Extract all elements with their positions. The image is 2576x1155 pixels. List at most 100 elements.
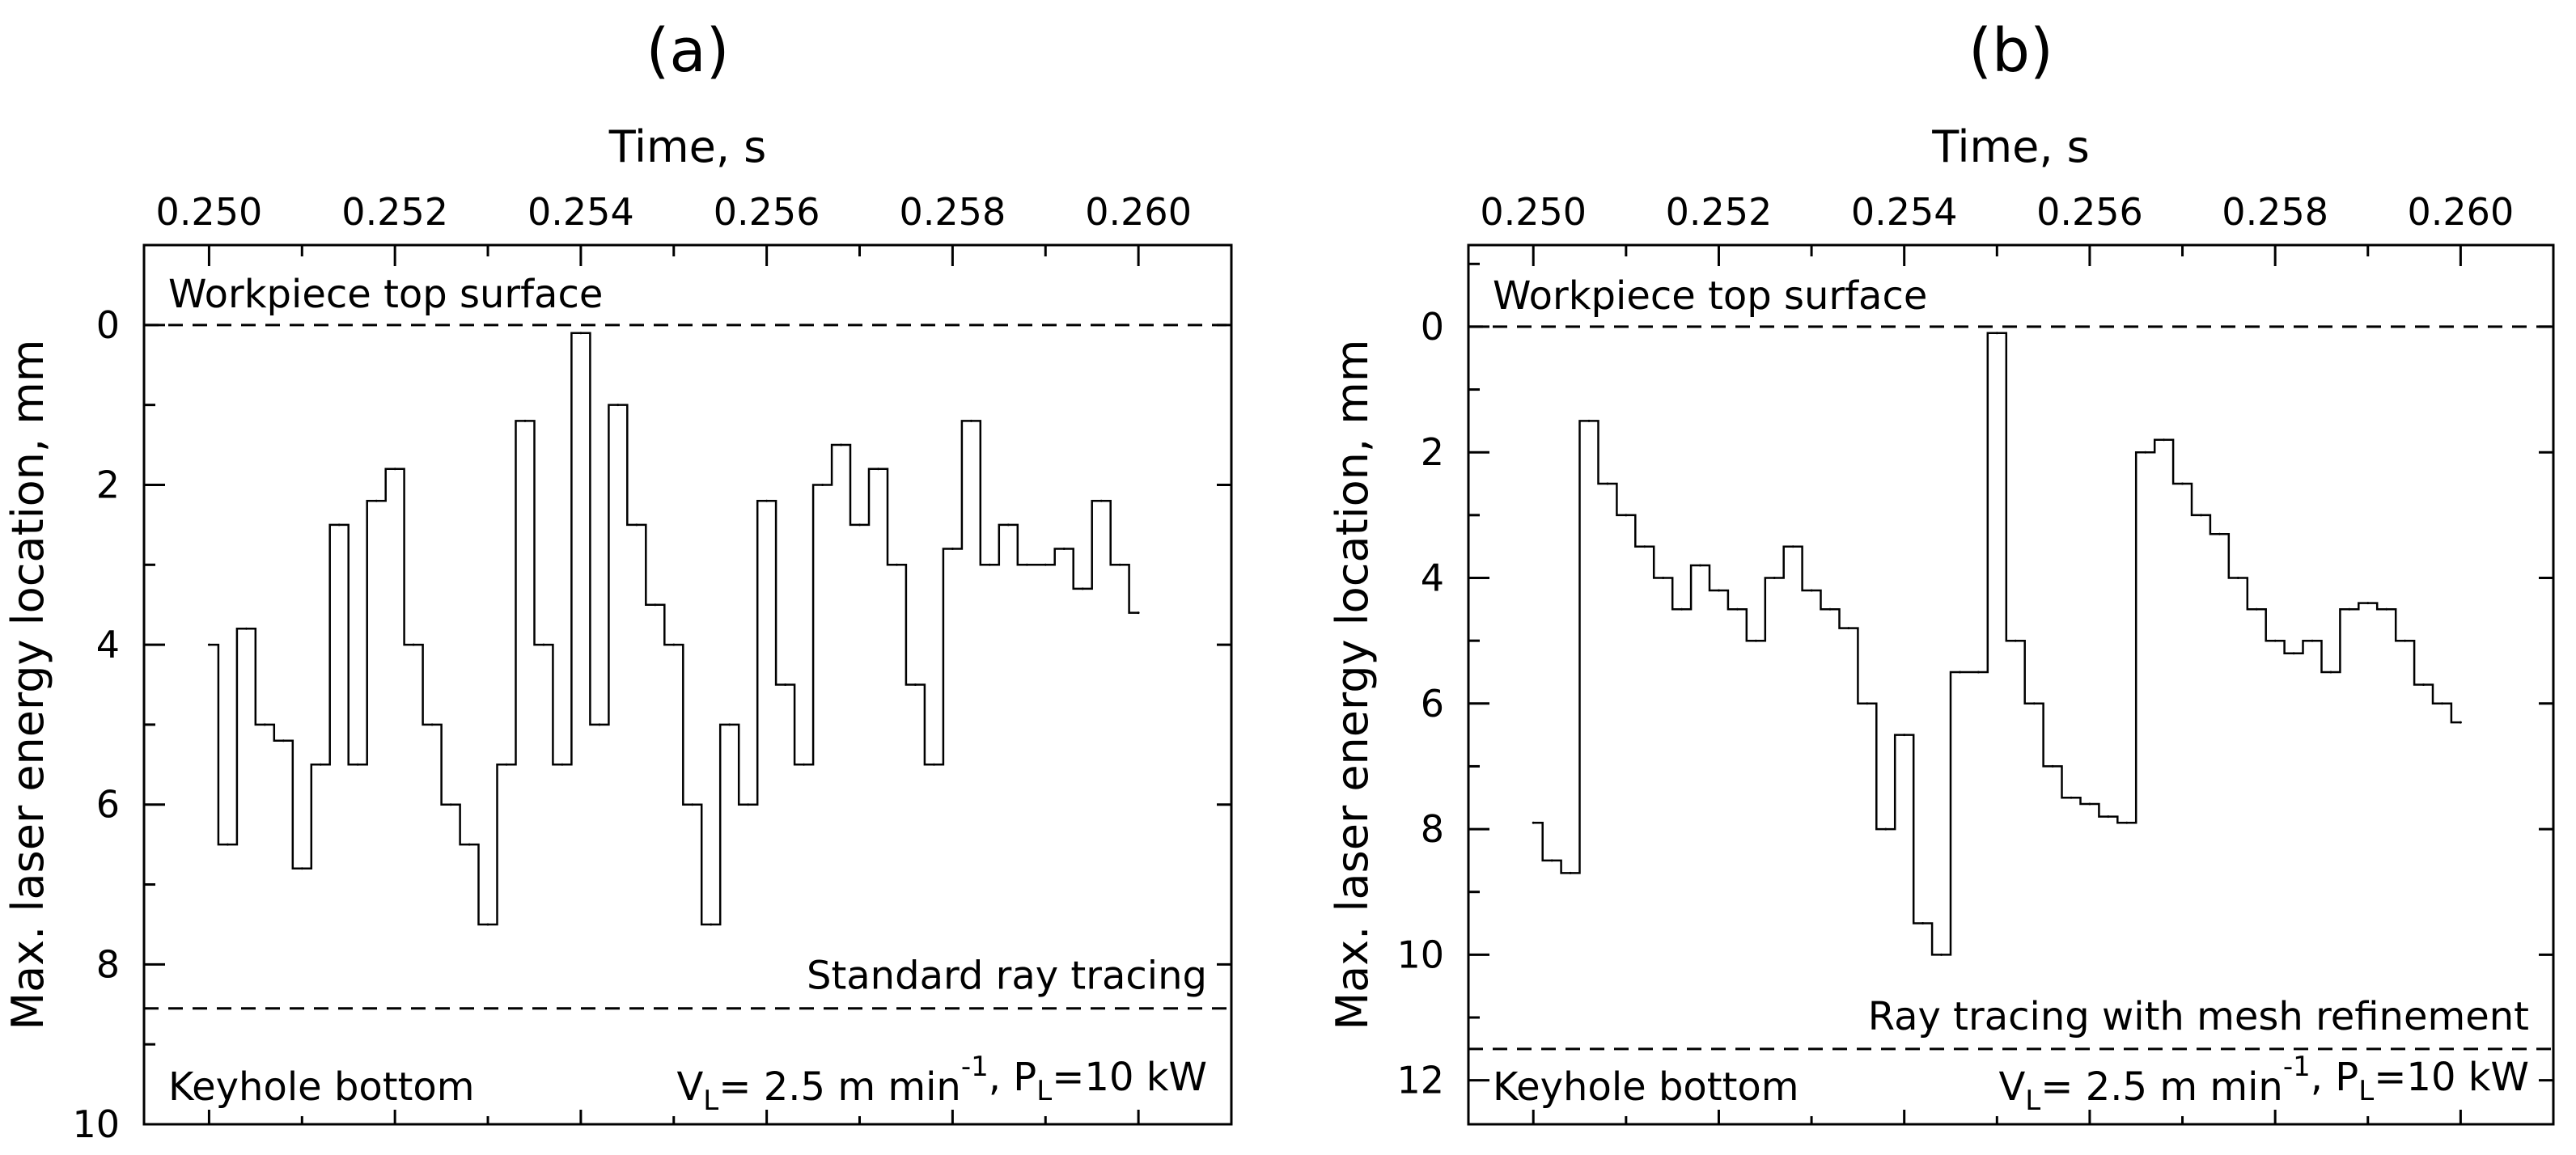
x-tick-label: 0.260 bbox=[1085, 190, 1192, 234]
data-point bbox=[710, 923, 713, 926]
data-point bbox=[1995, 332, 1998, 335]
data-point bbox=[2441, 702, 2443, 705]
y-tick-label: 10 bbox=[1396, 933, 1444, 976]
data-point bbox=[691, 803, 694, 806]
data-point bbox=[803, 763, 806, 766]
y-tick-label: 6 bbox=[1421, 682, 1444, 726]
data-point bbox=[1791, 545, 1794, 548]
data-point bbox=[2385, 607, 2388, 611]
data-point bbox=[2348, 607, 2351, 611]
data-point bbox=[1137, 611, 1140, 615]
data-point bbox=[207, 643, 210, 646]
y-tick-label: 0 bbox=[1421, 305, 1444, 349]
param-part: P bbox=[2335, 1055, 2358, 1100]
data-point bbox=[2329, 671, 2332, 674]
param-part: L bbox=[2358, 1075, 2374, 1107]
data-point bbox=[1773, 577, 1776, 579]
y-axis-title: Max. laser energy location, mm bbox=[2, 340, 53, 1030]
data-point bbox=[932, 763, 935, 766]
param-part: =10 kW bbox=[1052, 1055, 1207, 1100]
y-tick-label: 4 bbox=[96, 623, 120, 666]
x-tick-label: 0.256 bbox=[2036, 190, 2143, 234]
y-tick-label: 2 bbox=[1421, 430, 1444, 474]
data-point bbox=[2125, 821, 2129, 824]
data-point bbox=[2459, 721, 2462, 724]
x-tick-label: 0.258 bbox=[2222, 190, 2328, 234]
data-point bbox=[896, 563, 898, 566]
workpiece-top-label: Workpiece top surface bbox=[168, 272, 603, 317]
x-tick-label: 0.252 bbox=[341, 190, 448, 234]
param-part: =10 kW bbox=[2374, 1055, 2529, 1100]
y-tick-label: 12 bbox=[1396, 1059, 1444, 1102]
data-point bbox=[1643, 545, 1646, 548]
panel-label: (a) bbox=[646, 16, 729, 86]
data-point bbox=[765, 499, 769, 502]
data-point bbox=[1662, 577, 1665, 579]
data-point bbox=[654, 603, 657, 607]
data-point bbox=[2255, 607, 2258, 611]
param-part: = 2.5 m min bbox=[2040, 1064, 2283, 1110]
data-point bbox=[2181, 482, 2184, 485]
param-part: L bbox=[703, 1085, 718, 1117]
data-point bbox=[951, 548, 954, 550]
x-tick-label: 0.256 bbox=[714, 190, 820, 234]
method-label: Ray tracing with mesh refinement bbox=[1868, 994, 2529, 1039]
data-point bbox=[747, 803, 750, 806]
data-point bbox=[542, 643, 545, 646]
data-point bbox=[505, 763, 508, 766]
x-tick-label: 0.254 bbox=[527, 190, 634, 234]
param-part: -1 bbox=[961, 1051, 989, 1083]
data-point bbox=[468, 843, 471, 846]
data-point bbox=[393, 468, 396, 471]
data-point bbox=[337, 523, 341, 527]
x-tick-label: 0.258 bbox=[900, 190, 1006, 234]
data-point bbox=[1118, 563, 1121, 566]
data-point bbox=[282, 739, 285, 742]
data-point bbox=[561, 763, 564, 766]
keyhole-bottom-label: Keyhole bottom bbox=[168, 1064, 475, 1110]
param-part: P bbox=[1013, 1055, 1036, 1100]
x-tick-label: 0.260 bbox=[2408, 190, 2515, 234]
method-label: Standard ray tracing bbox=[807, 954, 1207, 999]
x-axis-title: Time, s bbox=[608, 121, 767, 172]
data-point bbox=[319, 763, 322, 766]
data-point bbox=[1866, 702, 1869, 705]
data-point bbox=[2273, 639, 2277, 642]
data-point bbox=[412, 643, 415, 646]
data-point bbox=[263, 723, 266, 726]
y-tick-label: 4 bbox=[1421, 556, 1444, 600]
y-tick-label: 10 bbox=[72, 1102, 120, 1146]
data-point bbox=[2366, 602, 2370, 605]
data-point bbox=[1569, 871, 1572, 874]
y-tick-label: 8 bbox=[1421, 807, 1444, 851]
data-point bbox=[635, 523, 638, 527]
data-point bbox=[858, 523, 861, 527]
data-point bbox=[2051, 764, 2054, 768]
panel-a: (a) Time, s 0.250 0.252 0.254 0.256 0.258 0.260… bbox=[2, 16, 1233, 1146]
data-point bbox=[2404, 639, 2407, 642]
data-point bbox=[1884, 827, 1888, 831]
data-point bbox=[1754, 639, 1757, 642]
data-point bbox=[430, 723, 434, 726]
data-point bbox=[616, 404, 620, 407]
data-point bbox=[969, 419, 972, 422]
data-point bbox=[1976, 671, 1980, 674]
data-point bbox=[2200, 514, 2202, 517]
data-point bbox=[1959, 671, 1961, 674]
data-point bbox=[486, 923, 489, 926]
data-point bbox=[244, 627, 248, 630]
data-point bbox=[300, 867, 303, 870]
x-axis-title: Time, s bbox=[1931, 121, 2090, 172]
data-point bbox=[2144, 451, 2147, 454]
data-point bbox=[1847, 627, 1850, 630]
y-axis-title: Max. laser energy location, mm bbox=[1327, 340, 1378, 1030]
data-point bbox=[2236, 577, 2239, 579]
data-point bbox=[913, 683, 917, 686]
data-point bbox=[1735, 607, 1739, 611]
keyhole-bottom-label: Keyhole bottom bbox=[1493, 1064, 1799, 1110]
data-point bbox=[2163, 438, 2166, 442]
param-part: , bbox=[2311, 1055, 2336, 1100]
data-point bbox=[579, 332, 583, 335]
data-point bbox=[1625, 514, 1628, 517]
data-point bbox=[356, 763, 359, 766]
